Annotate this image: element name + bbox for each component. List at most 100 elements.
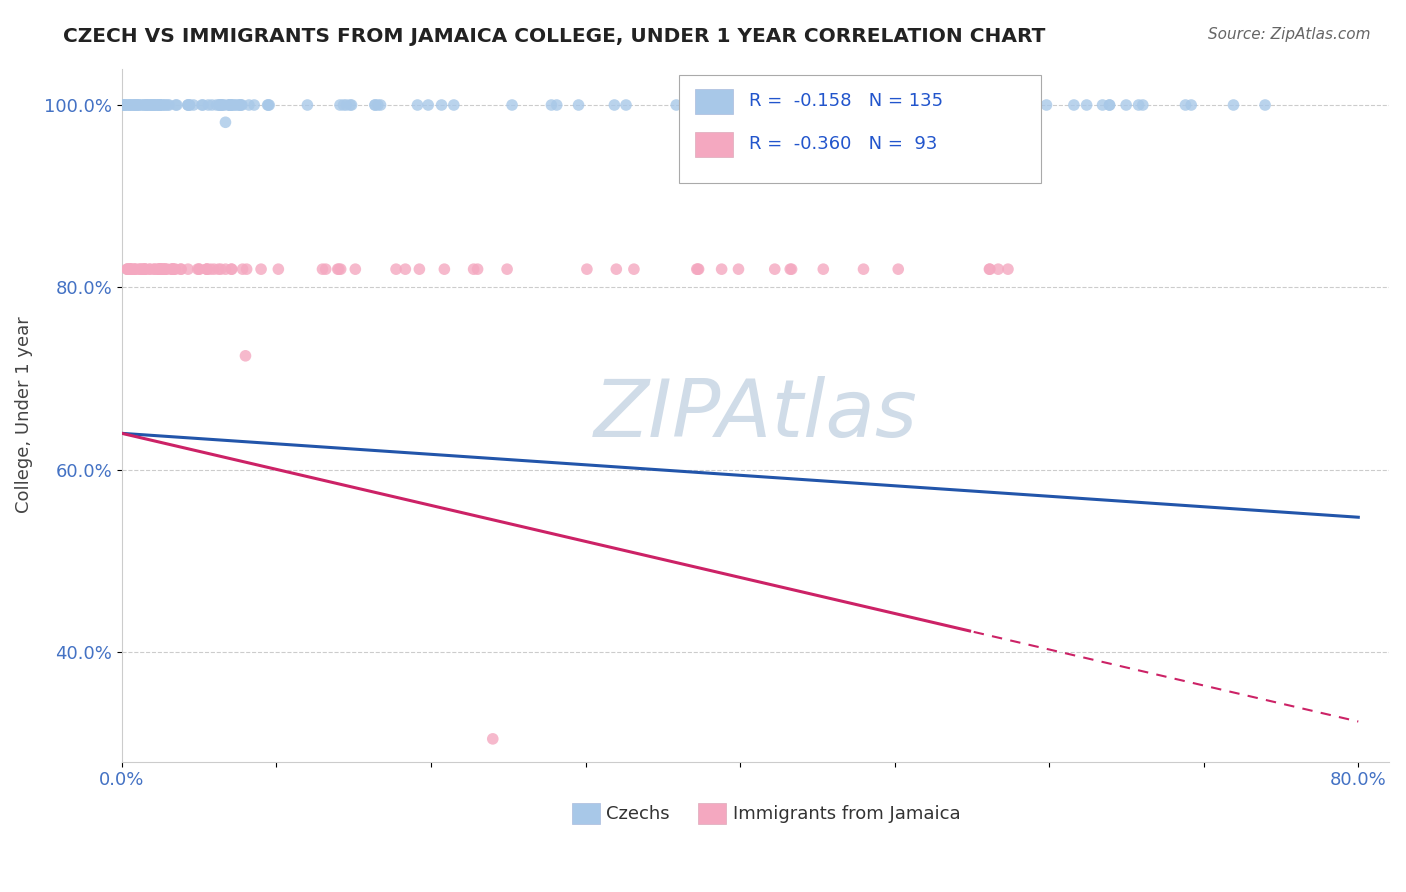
Point: [959, 98, 981, 112]
Point: [149, 98, 172, 112]
Point: [267, 262, 290, 277]
Point: [887, 262, 910, 277]
Point: [136, 98, 159, 112]
Point: [367, 98, 389, 112]
Point: [418, 98, 440, 112]
FancyBboxPatch shape: [679, 76, 1040, 183]
Point: [232, 262, 254, 277]
Point: [211, 98, 233, 112]
Point: [1098, 98, 1121, 112]
Point: [238, 98, 260, 112]
Point: [912, 98, 935, 112]
Point: [125, 98, 148, 112]
Point: [157, 98, 180, 112]
Point: [257, 98, 280, 112]
Point: [987, 262, 1010, 277]
Point: [132, 98, 155, 112]
Point: [125, 98, 148, 112]
Point: [142, 98, 165, 112]
Point: [128, 98, 150, 112]
Point: [114, 98, 136, 112]
Point: [1035, 98, 1057, 112]
Point: [155, 262, 177, 277]
Point: [727, 262, 749, 277]
Point: [152, 98, 174, 112]
Point: [188, 262, 211, 277]
Point: [125, 98, 148, 112]
Point: [148, 98, 170, 112]
Point: [211, 98, 233, 112]
Point: [768, 98, 790, 112]
Point: [948, 98, 970, 112]
Point: [219, 98, 242, 112]
Point: [152, 262, 174, 277]
Point: [135, 98, 157, 112]
Text: CZECH VS IMMIGRANTS FROM JAMAICA COLLEGE, UNDER 1 YEAR CORRELATION CHART: CZECH VS IMMIGRANTS FROM JAMAICA COLLEGE…: [63, 27, 1046, 45]
Point: [603, 98, 626, 112]
Y-axis label: College, Under 1 year: College, Under 1 year: [15, 317, 32, 514]
Point: [207, 262, 229, 277]
Point: [179, 98, 201, 112]
Point: [143, 262, 166, 277]
Point: [329, 262, 352, 277]
Point: [118, 98, 141, 112]
Point: [122, 98, 145, 112]
Point: [118, 98, 141, 112]
Point: [1222, 98, 1244, 112]
Point: [162, 262, 184, 277]
Point: [165, 98, 187, 112]
Point: [188, 262, 211, 277]
Point: [165, 262, 187, 277]
Point: [150, 262, 173, 277]
Point: [163, 262, 186, 277]
Point: [125, 98, 148, 112]
Point: [195, 262, 218, 277]
Point: [143, 262, 166, 277]
Point: [665, 98, 688, 112]
Point: [920, 98, 942, 112]
Point: [235, 349, 257, 363]
Point: [132, 98, 155, 112]
Point: [813, 262, 835, 277]
Point: [433, 262, 456, 277]
Point: [256, 98, 278, 112]
Point: [1091, 98, 1114, 112]
Point: [121, 98, 143, 112]
Point: [344, 262, 367, 277]
Text: Czechs: Czechs: [606, 805, 669, 822]
Point: [131, 262, 153, 277]
Point: [148, 262, 170, 277]
Point: [162, 262, 184, 277]
Point: [117, 262, 139, 277]
Point: [124, 262, 146, 277]
Point: [575, 262, 598, 277]
Point: [1180, 98, 1202, 112]
Point: [149, 262, 172, 277]
Point: [201, 98, 224, 112]
Point: [200, 262, 222, 277]
Point: [979, 262, 1001, 277]
Point: [135, 98, 157, 112]
Point: [139, 262, 162, 277]
Point: [124, 98, 146, 112]
Point: [224, 98, 246, 112]
Point: [852, 262, 875, 277]
Point: [138, 98, 160, 112]
Point: [689, 98, 711, 112]
Point: [115, 262, 138, 277]
Point: [177, 98, 200, 112]
Point: [177, 262, 200, 277]
Point: [138, 262, 160, 277]
Text: Immigrants from Jamaica: Immigrants from Jamaica: [733, 805, 960, 822]
Point: [780, 262, 803, 277]
Point: [114, 98, 136, 112]
Point: [148, 262, 170, 277]
Point: [139, 98, 162, 112]
Point: [614, 98, 637, 112]
Point: [941, 98, 963, 112]
Point: [463, 262, 485, 277]
Point: [218, 98, 240, 112]
Point: [162, 262, 184, 277]
Point: [214, 262, 236, 277]
Point: [924, 98, 946, 112]
